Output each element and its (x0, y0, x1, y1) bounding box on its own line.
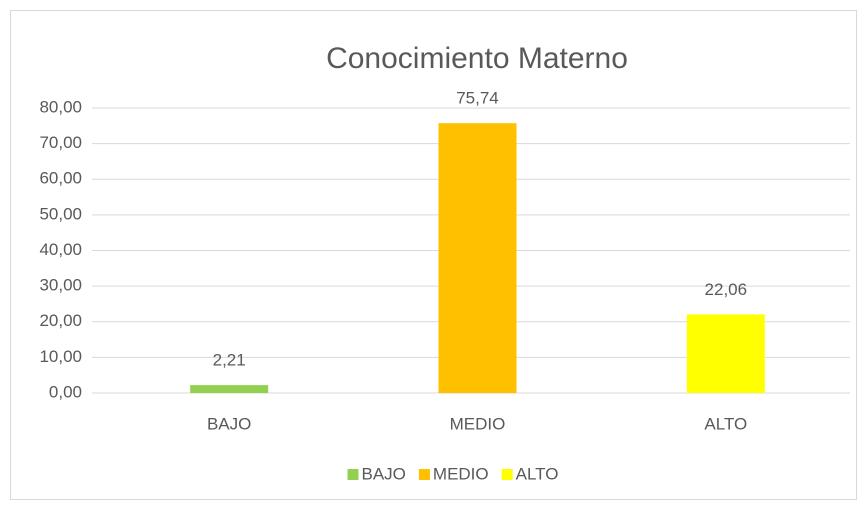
chart-title: Conocimiento Materno (326, 42, 628, 75)
y-tick-label: 0,00 (49, 382, 82, 401)
y-tick-label: 30,00 (39, 276, 82, 295)
data-label: 22,06 (705, 280, 748, 299)
y-tick-label: 80,00 (39, 97, 82, 116)
x-tick-label: BAJO (207, 414, 251, 433)
bar (686, 314, 765, 393)
y-tick-label: 70,00 (39, 133, 82, 152)
legend-label: MEDIO (433, 464, 489, 483)
bar (438, 123, 517, 394)
legend-swatch (347, 469, 359, 480)
chart-border (10, 10, 857, 500)
x-tick-label: MEDIO (450, 414, 506, 433)
y-tick-label: 10,00 (39, 347, 82, 366)
y-tick-label: 20,00 (39, 311, 82, 330)
y-tick-label: 40,00 (39, 240, 82, 259)
y-tick-label: 50,00 (39, 204, 82, 223)
legend-swatch (418, 469, 430, 480)
y-tick-label: 60,00 (39, 169, 82, 188)
legend-swatch (501, 469, 513, 480)
legend-label: ALTO (516, 464, 559, 483)
legend-label: BAJO (362, 464, 406, 483)
data-label: 2,21 (213, 351, 246, 370)
x-tick-label: ALTO (704, 414, 747, 433)
bar (190, 385, 269, 393)
data-label: 75,74 (456, 89, 499, 108)
